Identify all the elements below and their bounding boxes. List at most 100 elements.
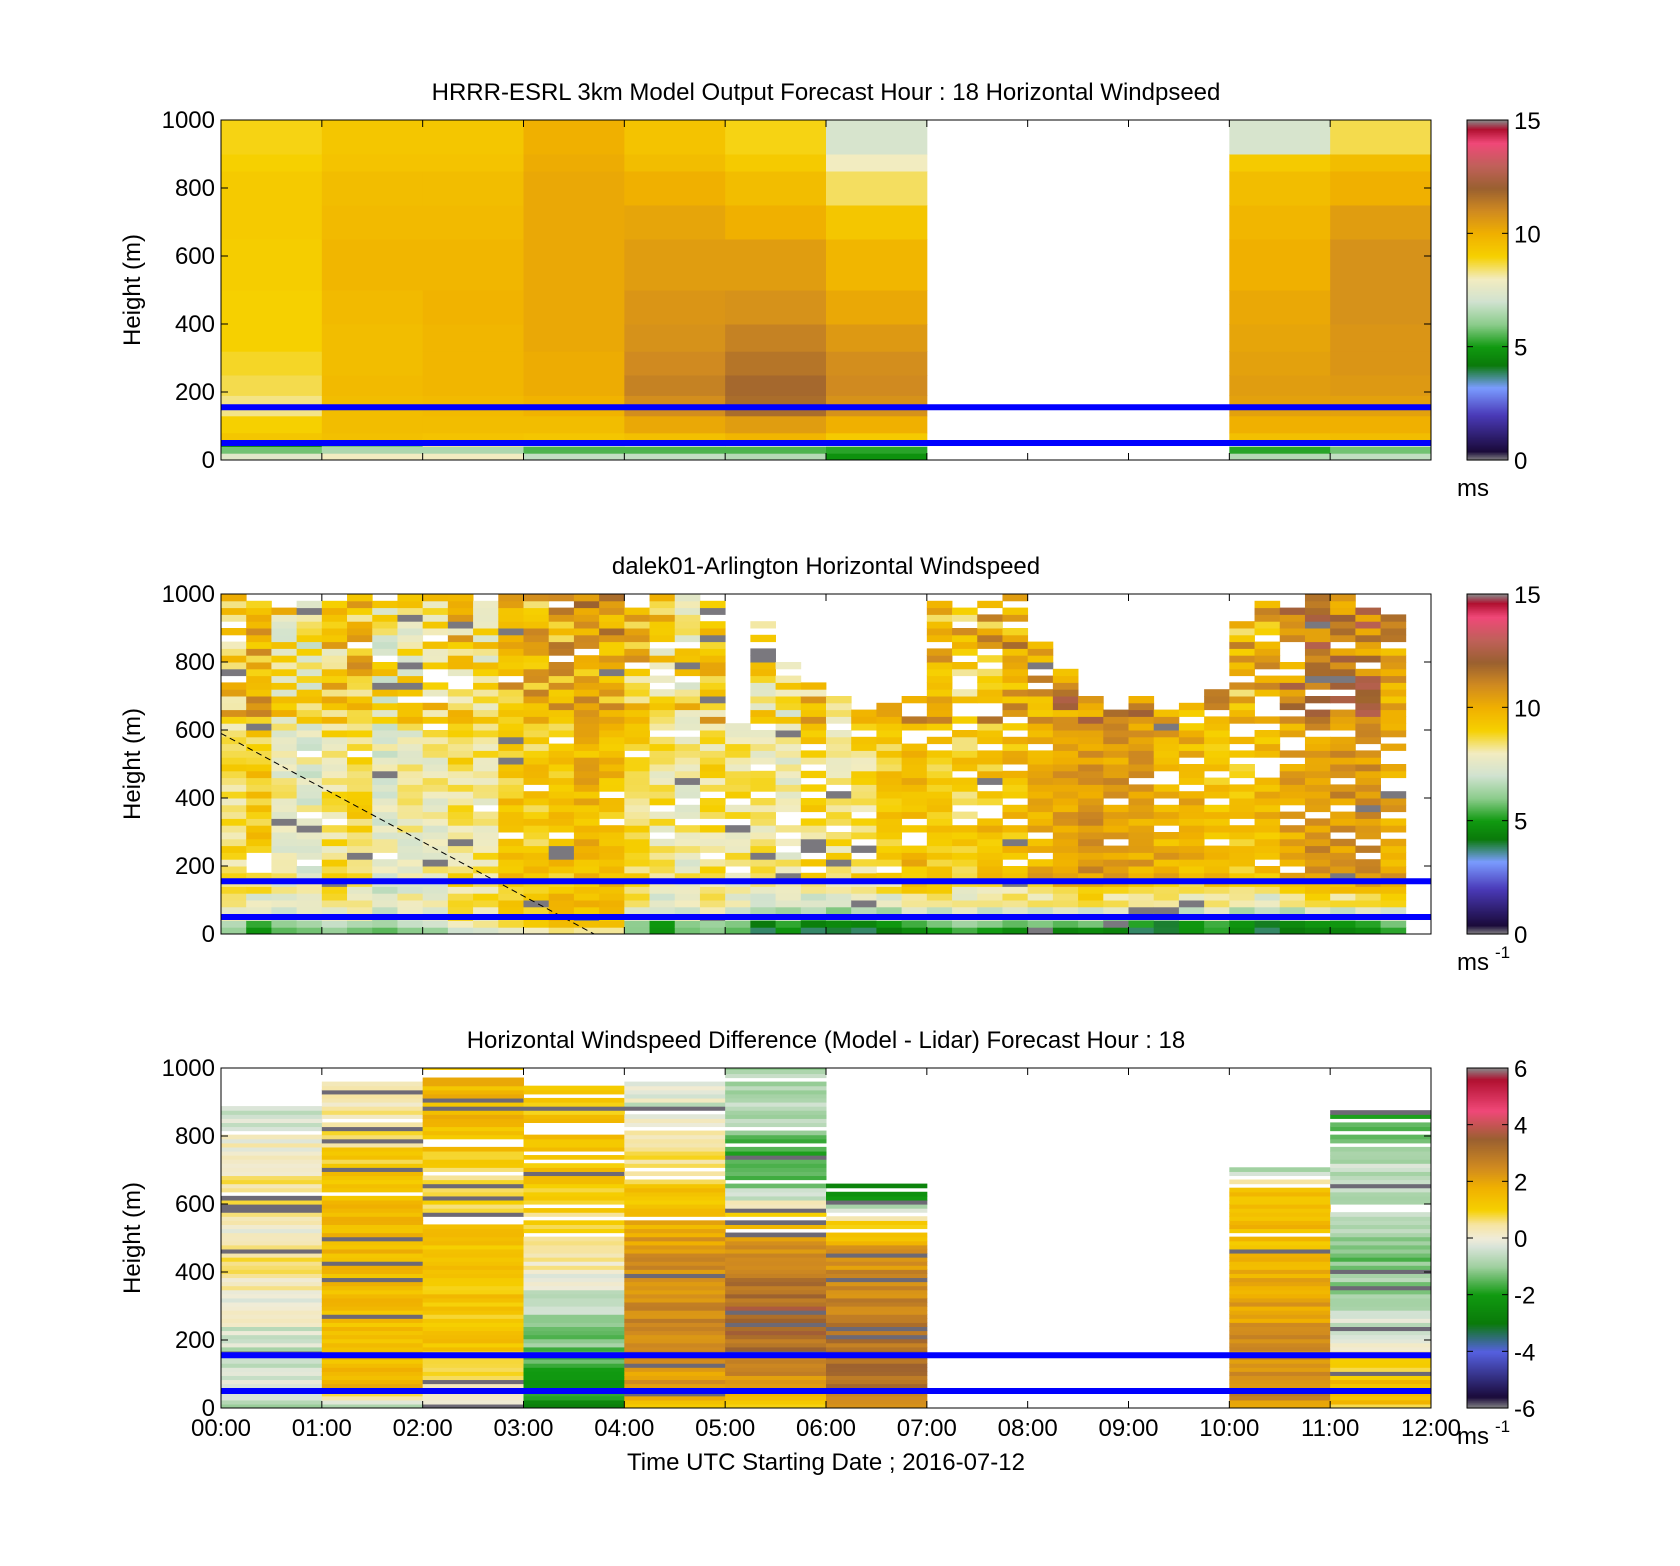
heatmap-cell (624, 154, 726, 172)
heatmap-cell (926, 614, 953, 622)
heatmap-cell (1380, 668, 1407, 677)
heatmap-cell (1052, 682, 1079, 690)
heatmap-cell (926, 852, 953, 860)
heatmap-cell (1355, 832, 1381, 840)
heatmap-cell (473, 675, 499, 683)
heatmap-cell (1380, 709, 1407, 717)
heatmap-cell (422, 1322, 524, 1327)
heatmap-cell (1002, 682, 1029, 690)
heatmap-cell (321, 709, 348, 717)
heatmap-cell (876, 886, 903, 894)
heatmap-cell (221, 1330, 323, 1336)
heatmap-cell (321, 662, 348, 670)
heatmap-cell (498, 594, 524, 602)
heatmap-cell (624, 1281, 726, 1287)
heatmap-cell (548, 621, 575, 629)
heatmap-cell (548, 716, 575, 724)
heatmap-cell (1304, 818, 1331, 826)
heatmap-cell (1330, 415, 1431, 434)
heatmap-cell (347, 804, 373, 813)
heatmap-cell (952, 730, 978, 738)
heatmap-cell (422, 1134, 524, 1140)
heatmap-cell (1229, 668, 1255, 677)
y-tick-label: 200 (175, 1327, 215, 1354)
heatmap-cell (372, 893, 398, 901)
heatmap-cell (624, 818, 650, 826)
heatmap-cell (523, 675, 550, 683)
heatmap-cell (321, 1167, 424, 1172)
heatmap-cell (498, 736, 524, 745)
heatmap-cell (725, 1236, 827, 1242)
heatmap-cell (271, 832, 298, 840)
heatmap-cell (246, 689, 272, 697)
heatmap-cell (498, 662, 524, 670)
heatmap-cell (750, 662, 776, 670)
heatmap-cell (321, 351, 424, 376)
heatmap-cell (699, 641, 726, 649)
heatmap-cell (246, 825, 272, 833)
heatmap-cell (473, 634, 499, 643)
heatmap-cell (498, 791, 524, 799)
heatmap-cell (296, 866, 323, 874)
y-tick-label: 800 (175, 175, 215, 202)
heatmap-cell (624, 1183, 726, 1189)
heatmap-cell (473, 900, 499, 908)
heatmap-cell (347, 777, 373, 785)
heatmap-cell (725, 1114, 827, 1119)
heatmap-cell (926, 838, 953, 847)
heatmap-cell (1178, 750, 1205, 758)
heatmap-cell (321, 648, 348, 656)
heatmap-cell (725, 1175, 827, 1181)
heatmap-cell (573, 655, 600, 663)
heatmap-cell (674, 784, 701, 792)
heatmap-cell (221, 1167, 323, 1172)
heatmap-cell (397, 859, 424, 867)
heatmap-cell (1229, 432, 1331, 441)
heatmap-cell (699, 696, 726, 704)
heatmap-cell (1103, 764, 1129, 772)
heatmap-cell (422, 1232, 524, 1238)
heatmap-cell (1027, 784, 1054, 792)
colorbar-tick-label: -6 (1514, 1396, 1535, 1423)
heatmap-cell (498, 614, 524, 622)
heatmap-cell (422, 1306, 524, 1311)
heatmap-cell (977, 845, 1003, 853)
heatmap-cell (926, 804, 953, 813)
heatmap-cell (599, 770, 625, 779)
heatmap-cell (725, 1191, 827, 1197)
heatmap-cell (321, 1150, 424, 1156)
heatmap-cell (674, 825, 701, 833)
heatmap-cell (347, 798, 373, 806)
heatmap-cell (775, 709, 802, 717)
heatmap-cell (1304, 709, 1331, 717)
heatmap-cell (1229, 852, 1255, 860)
heatmap-cell (498, 641, 524, 649)
x-tick-label: 07:00 (897, 1415, 957, 1442)
heatmap-cell (523, 716, 550, 724)
heatmap-cell (926, 764, 953, 772)
heatmap-cell (1380, 900, 1407, 908)
heatmap-cell (1027, 825, 1054, 833)
heatmap-cell (271, 852, 298, 860)
heatmap-cell (977, 777, 1003, 785)
heatmap-cell (372, 736, 398, 745)
heatmap-cell (1128, 872, 1155, 881)
heatmap-cell (1330, 1240, 1431, 1246)
heatmap-cell (1027, 872, 1054, 881)
heatmap-cell (1279, 872, 1306, 881)
heatmap-cell (1279, 852, 1306, 860)
heatmap-cell (775, 764, 802, 772)
heatmap-cell (1355, 770, 1381, 779)
heatmap-cell (523, 1244, 625, 1250)
heatmap-cell (221, 239, 323, 291)
heatmap-cell (674, 927, 701, 934)
heatmap-cell (296, 743, 323, 751)
heatmap-cell (1229, 628, 1255, 636)
heatmap-cell (826, 375, 928, 396)
heatmap-cell (1128, 702, 1155, 711)
heatmap-cell (624, 1155, 726, 1160)
heatmap-cell (901, 791, 928, 799)
heatmap-cell (1254, 838, 1281, 847)
heatmap-cell (926, 791, 953, 799)
